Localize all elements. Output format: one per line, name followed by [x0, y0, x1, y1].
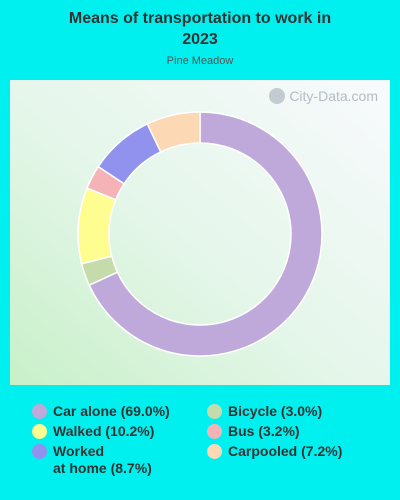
slice-car-alone: [88, 111, 323, 357]
legend-swatch: [32, 444, 47, 459]
legend-swatch: [207, 444, 222, 459]
legend-item-bus: Bus (3.2%): [207, 423, 300, 440]
legend-item-bicycle: Bicycle (3.0%): [207, 403, 322, 420]
slice-walked: [77, 187, 117, 265]
legend-label: Worked at home (8.7%): [53, 443, 152, 476]
legend-label: Car alone (69.0%): [53, 403, 170, 419]
slice-carpooled: [146, 111, 201, 153]
legend-item-car-alone: Car alone (69.0%): [32, 403, 170, 420]
legend-item-worked-at-home: Worked at home (8.7%): [32, 443, 152, 477]
legend-swatch: [207, 424, 222, 439]
chart-legend: Car alone (69.0%) Walked (10.2%) Worked at…: [32, 403, 392, 493]
donut-chart: [77, 111, 323, 357]
legend-label: Carpooled (7.2%): [228, 443, 343, 459]
legend-label: Walked (10.2%): [53, 423, 155, 439]
legend-swatch: [207, 404, 222, 419]
city-data-logo-icon: [269, 88, 286, 104]
watermark-text: City-Data.com: [289, 88, 378, 104]
chart-title: Means of transportation to work in 2023: [68, 10, 332, 48]
legend-label: Bus (3.2%): [228, 423, 300, 439]
legend-item-carpooled: Carpooled (7.2%): [207, 443, 342, 460]
legend-item-walked: Walked (10.2%): [32, 423, 154, 440]
watermark: City-Data.com: [269, 88, 378, 104]
chart-subtitle: Pine Meadow: [166, 55, 234, 67]
legend-swatch: [32, 424, 47, 439]
legend-label: Bicycle (3.0%): [228, 403, 323, 419]
legend-swatch: [32, 404, 47, 419]
plot-area: City-Data.com: [10, 80, 390, 385]
